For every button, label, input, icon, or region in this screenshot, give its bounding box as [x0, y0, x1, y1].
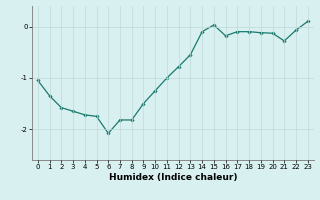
X-axis label: Humidex (Indice chaleur): Humidex (Indice chaleur) — [108, 173, 237, 182]
